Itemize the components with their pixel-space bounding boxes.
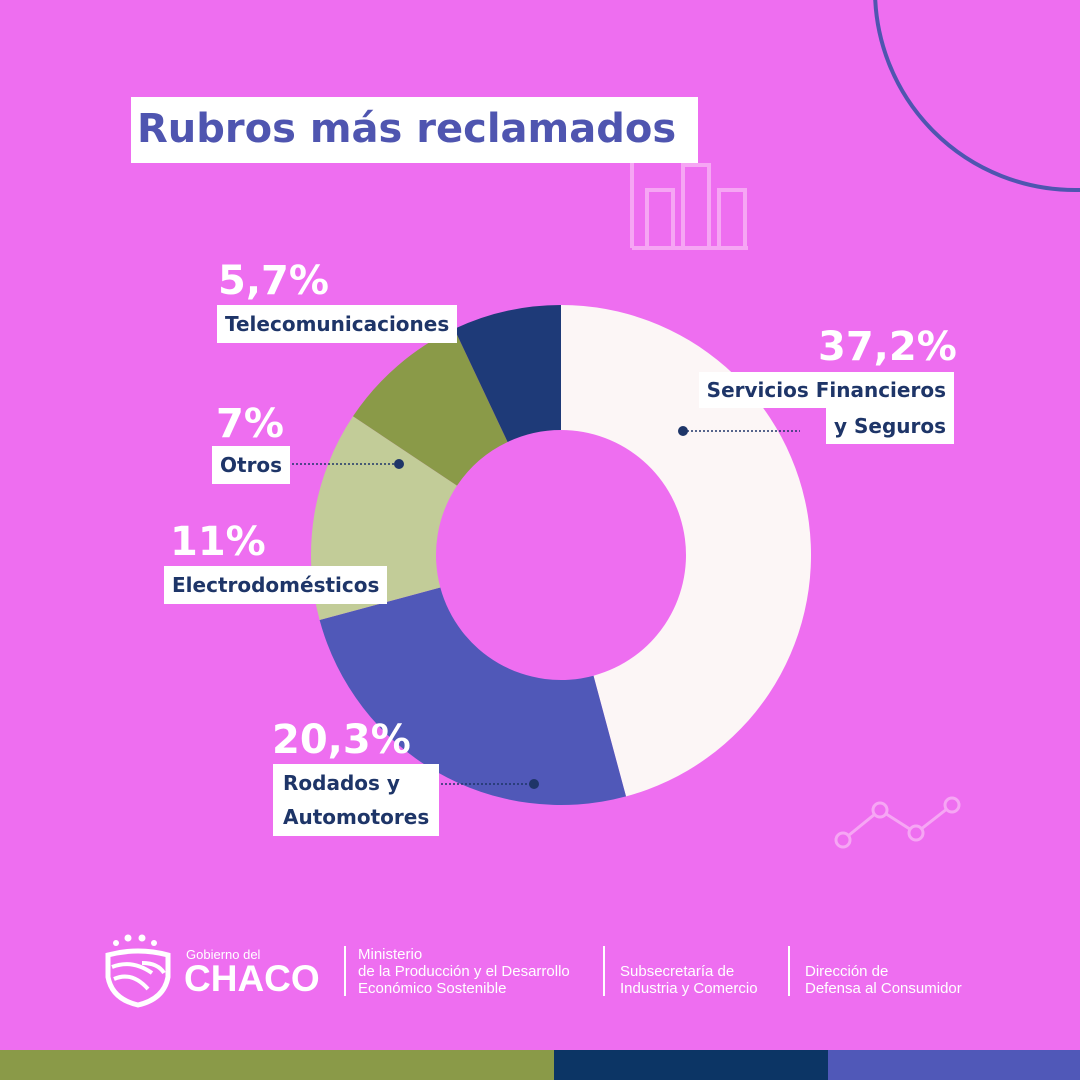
data-label-otros-value: 7% xyxy=(216,401,284,447)
bar-chart-icon xyxy=(630,160,748,250)
data-label-rodados-line1: Rodados y xyxy=(283,771,400,795)
page-title: Rubros más reclamados xyxy=(131,97,699,163)
footer-bar-navy xyxy=(554,1050,828,1080)
footer-ministry-line1: Ministerio xyxy=(358,946,423,963)
data-label-rodados: Rodados y Automotores xyxy=(273,764,440,836)
footer-subsecretaria: Subsecretaría de Industria y Comercio xyxy=(620,963,758,997)
footer-direccion: Dirección de Defensa al Consumidor xyxy=(805,963,962,997)
footer-direccion-line1: Dirección de xyxy=(805,963,889,980)
footer-gov-small: Gobierno del xyxy=(186,947,261,962)
data-label-electrodomesticos: Electrodomésticos xyxy=(164,566,388,604)
donut-slice-telecomunicaciones xyxy=(454,305,561,442)
footer-subsecretaria-line2: Industria y Comercio xyxy=(620,980,758,997)
footer-direccion-line2: Defensa al Consumidor xyxy=(805,980,962,997)
data-label-servicios-line2: y Seguros xyxy=(825,408,954,444)
footer-bar-olive xyxy=(0,1050,554,1080)
data-label-telecomunicaciones-value: 5,7% xyxy=(218,258,329,304)
data-label-servicios-line1: Servicios Financieros xyxy=(698,372,954,408)
data-label-servicios-value: 37,2% xyxy=(818,324,957,370)
footer-ministry: Ministerio de la Producción y el Desarro… xyxy=(358,946,570,997)
donut-slice-servicios-financieros-y-seguros xyxy=(561,305,812,797)
data-label-rodados-value: 20,3% xyxy=(272,717,411,763)
donut-slice-otros xyxy=(352,328,508,486)
footer-ministry-line3: Económico Sostenible xyxy=(358,980,507,997)
footer-gov-big: CHACO xyxy=(184,958,320,999)
leader-lines xyxy=(292,430,800,785)
data-label-telecomunicaciones: Telecomunicaciones xyxy=(217,305,458,343)
footer-bar-blue xyxy=(828,1050,1080,1080)
footer-subsecretaria-line1: Subsecretaría de xyxy=(620,963,735,980)
footer-divider xyxy=(344,946,346,996)
footer-ministry-line2: de la Producción y el Desarrollo xyxy=(358,963,570,980)
footer-divider xyxy=(603,946,605,996)
data-label-otros: Otros xyxy=(212,446,291,484)
decorative-arc xyxy=(873,0,1080,192)
leader-dots xyxy=(394,426,688,789)
data-label-servicios: Servicios Financieros y Seguros xyxy=(660,372,954,444)
chaco-logo-icon xyxy=(105,934,171,1008)
footer-divider xyxy=(788,946,790,996)
data-label-electrodomesticos-value: 11% xyxy=(170,519,266,565)
data-label-rodados-line2: Automotores xyxy=(283,805,430,829)
line-chart-icon xyxy=(834,796,961,849)
donut-slice-rodados-y-automotores xyxy=(319,587,627,805)
